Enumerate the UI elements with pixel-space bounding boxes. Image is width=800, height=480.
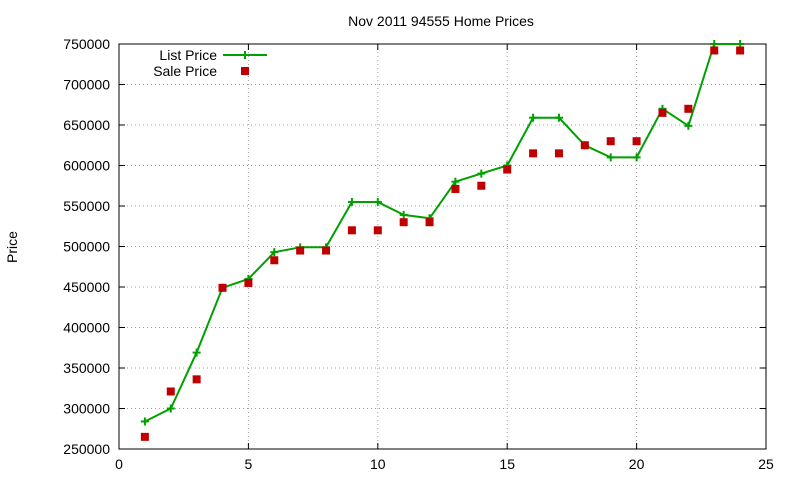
x-tick-label: 0 <box>115 456 123 472</box>
x-tick-label: 10 <box>370 456 386 472</box>
y-tick-label: 450000 <box>63 279 110 295</box>
data-point-list-price <box>192 348 201 357</box>
data-point-list-price <box>270 248 279 257</box>
data-point-sale-price <box>710 46 719 55</box>
x-tick-label: 5 <box>245 456 253 472</box>
grid <box>119 44 766 449</box>
y-tick-label: 400000 <box>63 320 110 336</box>
legend-marker-sale-price <box>241 67 249 75</box>
legend-label-list-price: List Price <box>159 47 217 63</box>
data-point-sale-price <box>218 283 227 292</box>
data-point-sale-price <box>606 137 615 146</box>
data-point-list-price <box>684 121 693 130</box>
data-point-sale-price <box>296 246 305 255</box>
series-sale-price <box>140 46 745 441</box>
data-point-sale-price <box>503 165 512 174</box>
data-point-sale-price <box>529 149 538 158</box>
y-tick-label: 750000 <box>63 36 110 52</box>
legend-label-sale-price: Sale Price <box>153 63 217 79</box>
data-point-list-price <box>451 177 460 186</box>
data-point-sale-price <box>399 218 408 227</box>
data-point-list-price <box>632 153 641 162</box>
data-point-list-price <box>373 197 382 206</box>
y-tick-label: 350000 <box>63 360 110 376</box>
data-point-sale-price <box>373 226 382 235</box>
y-tick-label: 300000 <box>63 401 110 417</box>
data-point-list-price <box>529 113 538 122</box>
x-tick-label: 25 <box>758 456 774 472</box>
data-point-sale-price <box>632 137 641 146</box>
data-point-sale-price <box>554 149 563 158</box>
plot-frame <box>118 43 767 450</box>
y-tick-label: 600000 <box>63 158 110 174</box>
y-tick-label: 500000 <box>63 239 110 255</box>
data-point-sale-price <box>477 181 486 190</box>
data-point-list-price <box>166 404 175 413</box>
data-point-sale-price <box>244 278 253 287</box>
data-point-sale-price <box>580 141 589 150</box>
data-point-sale-price <box>192 375 201 384</box>
data-point-sale-price <box>736 46 745 55</box>
x-tick-label: 20 <box>629 456 645 472</box>
y-tick-label: 250000 <box>63 441 110 457</box>
x-tick-label: 15 <box>499 456 515 472</box>
data-point-sale-price <box>451 184 460 193</box>
axis-ticks: 0 5 10 15 20 25 250000 300000 350000 400000 450000… <box>63 36 774 472</box>
chart-title: Nov 2011 94555 Home Prices <box>348 13 534 29</box>
data-point-list-price <box>347 197 356 206</box>
series <box>140 40 745 441</box>
data-point-sale-price <box>684 104 693 113</box>
y-tick-label: 650000 <box>63 117 110 133</box>
y-tick-label: 550000 <box>63 198 110 214</box>
data-point-sale-price <box>425 218 434 227</box>
data-point-sale-price <box>140 432 149 441</box>
data-point-sale-price <box>270 256 279 265</box>
data-point-list-price <box>606 153 615 162</box>
data-point-sale-price <box>322 246 331 255</box>
legend-marker-list-price <box>241 51 249 59</box>
data-point-list-price <box>140 417 149 426</box>
legend: List Price Sale Price <box>153 47 267 79</box>
data-point-list-price <box>399 210 408 219</box>
data-point-sale-price <box>347 226 356 235</box>
data-point-sale-price <box>658 108 667 117</box>
y-axis-label: Price <box>4 231 20 263</box>
y-tick-label: 700000 <box>63 77 110 93</box>
series-line-list-price <box>144 43 741 423</box>
data-point-sale-price <box>166 387 175 396</box>
data-point-list-price <box>477 169 486 178</box>
data-point-list-price <box>554 113 563 122</box>
